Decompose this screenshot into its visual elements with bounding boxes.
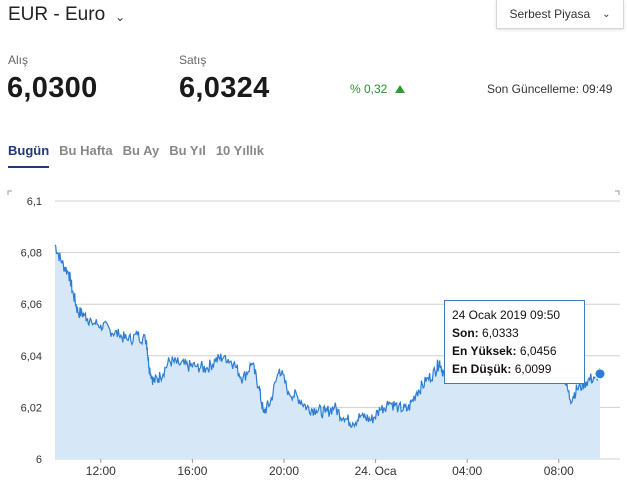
change-indicator: % 0,32 bbox=[350, 82, 406, 96]
sell-value: 6,0324 bbox=[179, 72, 270, 104]
y-tick-label: 6,04 bbox=[21, 351, 42, 363]
tab-this-year[interactable]: Bu Yıl bbox=[169, 143, 206, 158]
tooltip-low: En Düşük: 6,0099 bbox=[452, 360, 577, 378]
tooltip-high-value: 6,0456 bbox=[519, 344, 557, 358]
x-tick-label: 16:00 bbox=[177, 464, 207, 478]
tooltip-high: En Yüksek: 6,0456 bbox=[452, 342, 577, 360]
tab-this-month[interactable]: Bu Ay bbox=[122, 143, 160, 158]
chevron-down-icon[interactable]: ⌄ bbox=[115, 10, 126, 24]
tooltip-low-value: 6,0099 bbox=[514, 362, 552, 376]
tooltip-last: Son: 6,0333 bbox=[452, 324, 577, 342]
arrow-up-icon bbox=[395, 85, 406, 93]
frame-corner bbox=[7, 190, 620, 195]
y-tick-label: 6 bbox=[36, 454, 42, 466]
x-tick-label: 04:00 bbox=[452, 464, 482, 478]
currency-title[interactable]: EUR - Euro ⌄ bbox=[8, 4, 125, 26]
buy-label: Alış bbox=[8, 53, 29, 67]
y-tick-label: 6,1 bbox=[27, 196, 42, 208]
x-tick-label: 20:00 bbox=[269, 464, 299, 478]
tooltip-last-value: 6,0333 bbox=[482, 326, 519, 340]
tab-ten-years[interactable]: 10 Yıllık bbox=[215, 143, 265, 158]
series-area bbox=[55, 244, 600, 459]
market-select[interactable]: Serbest Piyasa ⌄ bbox=[496, 0, 624, 29]
currency-title-text: EUR - Euro bbox=[8, 4, 106, 25]
x-tick-label: 12:00 bbox=[86, 464, 116, 478]
last-point-marker bbox=[594, 368, 606, 380]
x-tick-label: 24. Oca bbox=[355, 464, 397, 478]
y-tick-label: 6,06 bbox=[21, 299, 42, 311]
chart-tooltip: 24 Ocak 2019 09:50 Son: 6,0333 En Yüksek… bbox=[444, 300, 585, 384]
period-tabs: Bugün Bu Hafta Bu Ay Bu Yıl 10 Yıllık bbox=[8, 143, 264, 168]
tooltip-last-label: Son: bbox=[452, 326, 479, 340]
buy-value: 6,0300 bbox=[7, 72, 98, 104]
tooltip-high-label: En Yüksek: bbox=[452, 344, 517, 358]
last-updated: Son Güncelleme: 09:49 bbox=[487, 82, 613, 96]
tooltip-low-label: En Düşük: bbox=[452, 362, 512, 376]
market-select-label: Serbest Piyasa bbox=[509, 7, 591, 21]
chevron-down-icon: ⌄ bbox=[602, 8, 611, 20]
y-tick-label: 6,02 bbox=[21, 402, 42, 414]
tooltip-date: 24 Ocak 2019 09:50 bbox=[452, 308, 561, 322]
y-tick-label: 6,08 bbox=[21, 248, 42, 260]
change-percent: % 0,32 bbox=[350, 82, 388, 96]
sell-label: Satış bbox=[179, 53, 207, 67]
price-chart[interactable]: 6 6,02 6,04 6,06 6,08 6,1 12:00 16:00 20:00 24. O… bbox=[0, 185, 627, 486]
x-tick-label: 08:00 bbox=[544, 464, 574, 478]
tab-today[interactable]: Bugün bbox=[8, 143, 50, 168]
tab-this-week[interactable]: Bu Hafta bbox=[59, 143, 113, 158]
